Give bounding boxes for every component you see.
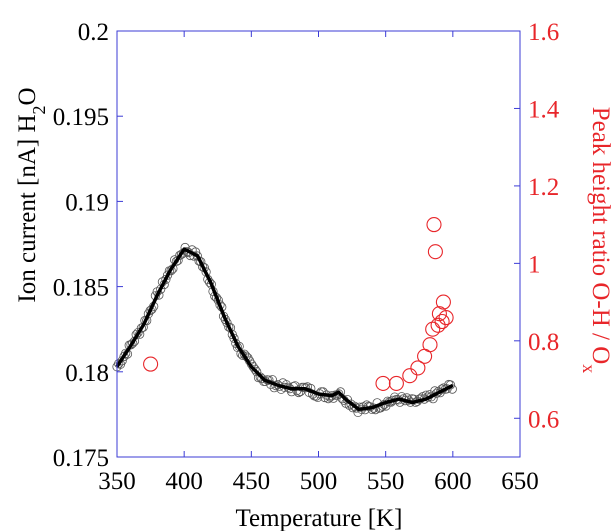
y-left-title-main: Ion current [nA] H (14, 114, 41, 302)
left-data-point (121, 348, 131, 358)
x-axis-title: Temperature [K] (236, 505, 403, 531)
y-left-tick-label: 0.18 (65, 360, 109, 387)
y-left-tick-label: 0.195 (53, 104, 109, 131)
y-left-tick-label: 0.185 (53, 275, 109, 302)
fit-layer (115, 247, 454, 412)
right-data-point (427, 244, 443, 260)
x-tick-label: 450 (233, 468, 271, 495)
y-left-title-sub: 2 (29, 105, 49, 114)
y-right-tick-label: 1.2 (528, 174, 559, 201)
right-data-point (388, 375, 404, 391)
left-data-point (445, 380, 456, 390)
right-data-point (438, 310, 454, 326)
y-right-tick-label: 1 (528, 251, 541, 278)
y-right-title-sub: x (579, 364, 599, 373)
right-data-point (402, 368, 418, 384)
y-left-tick-label: 0.19 (65, 189, 109, 216)
y-axis-left-title: Ion current [nA] H2O (14, 87, 49, 302)
y-right-tick-label: 1.6 (528, 19, 559, 46)
right-data-point (435, 294, 451, 310)
x-tick-label: 400 (165, 468, 203, 495)
left-data-point (252, 367, 262, 377)
x-tick-label: 550 (367, 468, 405, 495)
left-data-point (128, 338, 138, 348)
right-data-point (375, 375, 391, 391)
right-data-point (143, 356, 159, 372)
left-data-point (325, 392, 335, 402)
plot-layer (112, 242, 457, 417)
right-series-layer (143, 217, 454, 391)
y-right-title-main: Peak height ratio O-H / O (587, 107, 613, 365)
right-data-point (434, 313, 450, 330)
left-data-point (126, 340, 136, 350)
right-data-point (410, 360, 426, 376)
left-data-point (136, 323, 146, 333)
left-data-point (180, 242, 190, 253)
y-axis-right-title: Peak height ratio O-H / Ox (579, 107, 613, 374)
left-data-point (192, 251, 202, 261)
x-tick-label: 600 (434, 468, 472, 495)
y-right-tick-label: 0.6 (528, 406, 559, 433)
y-left-tick-label: 0.2 (78, 19, 109, 46)
x-tick-label: 650 (501, 468, 539, 495)
y-right-tick-label: 1.4 (528, 96, 560, 123)
right-data-point (430, 317, 446, 333)
y-right-tick-label: 0.8 (528, 329, 559, 356)
ticks-layer: 350 400 450 500 550 600 650 0.175 0.18 0.185 0.19 0… (53, 19, 560, 495)
y-left-tick-label: 0.175 (53, 445, 109, 472)
y-left-title-end: O (14, 87, 41, 105)
left-fit-line (115, 247, 454, 412)
right-data-point (426, 217, 442, 233)
left-data-point (257, 373, 267, 384)
x-tick-label: 500 (300, 468, 338, 495)
left-data-point (114, 358, 124, 369)
right-data-point (425, 321, 441, 337)
left-data-point (250, 364, 260, 374)
right-data-point (422, 337, 438, 353)
x-tick-label: 350 (98, 468, 136, 495)
